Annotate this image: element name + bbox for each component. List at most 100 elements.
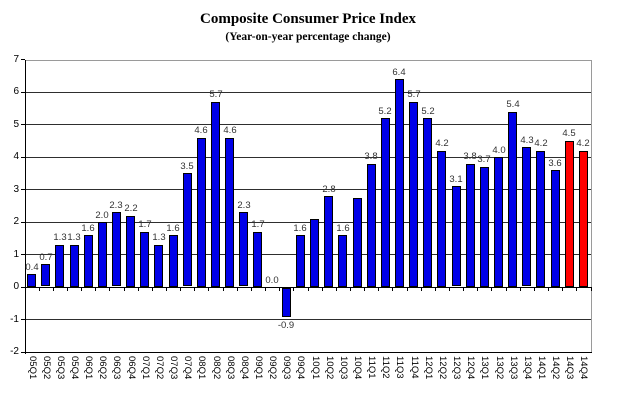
bar-10Q4 (353, 198, 362, 287)
bar-12Q3 (452, 186, 461, 286)
bar-value-label: 1.3 (67, 232, 81, 243)
category-tick (435, 288, 436, 291)
category-tick (53, 288, 54, 291)
y-tick (21, 157, 25, 158)
gridline (25, 157, 591, 158)
category-label: 08Q4 (239, 356, 250, 380)
category-label: 09Q1 (253, 356, 264, 380)
bar-13Q2 (494, 157, 503, 287)
bar-07Q4 (183, 173, 192, 286)
category-tick (95, 288, 96, 291)
category-tick (293, 288, 294, 291)
category-tick (67, 288, 68, 291)
bar-08Q2 (211, 102, 220, 287)
plot-border-bottom (25, 352, 592, 353)
bar-11Q4 (409, 102, 418, 287)
bar-09Q4 (296, 235, 305, 287)
chart-title: Composite Consumer Price Index (200, 11, 416, 27)
bar-value-label: 2.0 (95, 210, 109, 221)
category-label: 08Q1 (196, 356, 207, 380)
category-label: 10Q3 (338, 356, 349, 380)
y-axis-label: -2 (10, 346, 19, 357)
y-axis-label: 4 (13, 151, 19, 162)
bar-14Q1 (536, 151, 545, 287)
category-label: 06Q3 (111, 356, 122, 380)
category-tick (407, 288, 408, 291)
bar-value-label: 1.7 (251, 219, 265, 230)
category-tick (166, 288, 167, 291)
category-label: 08Q3 (225, 356, 236, 380)
bar-value-label: 2.2 (124, 203, 138, 214)
category-tick (109, 288, 110, 291)
category-label: 11Q1 (366, 356, 377, 379)
category-tick (336, 288, 337, 291)
category-tick (477, 288, 478, 291)
category-tick (591, 288, 592, 291)
bar-value-label: 5.7 (407, 89, 421, 100)
bar-value-label: 5.2 (421, 106, 435, 117)
gridline (25, 124, 591, 125)
bar-13Q4 (522, 147, 531, 286)
category-label: 07Q2 (154, 356, 165, 380)
category-label: 05Q2 (41, 356, 52, 380)
bar-13Q3 (508, 112, 517, 287)
category-label: 06Q4 (126, 356, 137, 380)
y-tick (21, 92, 25, 93)
bar-14Q4 (579, 151, 588, 287)
bar-12Q4 (466, 164, 475, 287)
x-axis-line (25, 287, 592, 288)
bar-14Q2 (551, 170, 560, 287)
category-tick (350, 288, 351, 291)
category-label: 14Q4 (578, 356, 589, 380)
category-label: 14Q3 (564, 356, 575, 380)
y-tick (21, 319, 25, 320)
category-tick (364, 288, 365, 291)
gridline (25, 319, 591, 320)
category-tick (265, 288, 266, 291)
category-tick (138, 288, 139, 291)
bar-value-label: 4.6 (194, 125, 208, 136)
category-tick (421, 288, 422, 291)
bar-value-label: 4.2 (576, 138, 590, 149)
bar-value-label: 4.0 (492, 145, 506, 156)
y-tick (21, 222, 25, 223)
bar-10Q3 (338, 235, 347, 287)
bar-value-label: 0.7 (39, 252, 53, 263)
bar-10Q1 (310, 219, 319, 287)
category-label: 11Q4 (409, 356, 420, 379)
y-axis-label: 2 (13, 216, 19, 227)
bar-value-label: 1.6 (166, 223, 180, 234)
bar-07Q1 (140, 232, 149, 287)
category-label: 10Q4 (352, 356, 363, 380)
bar-value-label: 3.6 (548, 158, 562, 169)
category-tick (152, 288, 153, 291)
y-axis-line (25, 60, 26, 354)
category-label: 13Q1 (479, 356, 490, 380)
category-label: 09Q4 (295, 356, 306, 380)
y-axis-label: 5 (13, 119, 19, 130)
gridline (25, 254, 591, 255)
y-axis-label: 3 (13, 184, 19, 195)
category-label: 07Q4 (182, 356, 193, 380)
category-tick (208, 288, 209, 291)
bar-value-label: 3.7 (477, 154, 491, 165)
y-tick (21, 352, 25, 353)
plot-border-right (591, 60, 592, 353)
bar-value-label: 2.3 (237, 200, 251, 211)
gridline (25, 189, 591, 190)
category-tick (491, 288, 492, 291)
category-tick (392, 288, 393, 291)
category-label: 12Q1 (423, 356, 434, 380)
category-label: 13Q2 (494, 356, 505, 380)
bar-value-label: 3.8 (364, 151, 378, 162)
bar-value-label: 2.8 (322, 184, 336, 195)
bar-08Q4 (239, 212, 248, 286)
category-tick (576, 288, 577, 291)
bar-value-label: 5.4 (506, 99, 520, 110)
bar-value-label: -0.9 (277, 320, 295, 331)
category-tick (124, 288, 125, 291)
category-label: 08Q2 (211, 356, 222, 380)
bar-value-label: 4.6 (223, 125, 237, 136)
category-label: 06Q1 (83, 356, 94, 380)
bar-value-label: 1.3 (152, 232, 166, 243)
